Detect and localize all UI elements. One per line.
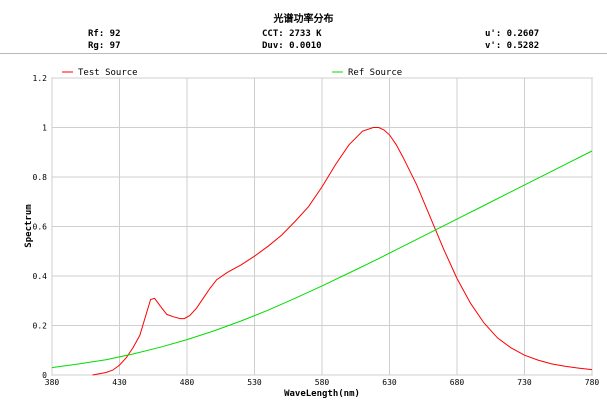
series-line-ref-source [51, 150, 593, 369]
legend-label-ref-source: Ref Source [348, 68, 402, 78]
y-tick-label: 0.6 [33, 223, 48, 232]
v-prime-value: v': 0.5282 [485, 41, 540, 51]
x-tick-label: 630 [382, 378, 397, 387]
y-tick-label: 0.8 [33, 173, 48, 182]
y-tick-label: 0.4 [33, 272, 48, 281]
x-tick-label: 780 [585, 378, 600, 387]
x-tick-label: 380 [45, 378, 60, 387]
x-tick-label: 580 [315, 378, 330, 387]
tick-labels: 380 430 480 530 580 630 680 730 780 0 0.2 0.4 0.6 0.8… [33, 74, 600, 387]
x-tick-label: 530 [247, 378, 262, 387]
y-tick-label: 1 [42, 124, 47, 133]
y-tick-label: 1.2 [33, 74, 48, 83]
y-tick-label: 0.2 [33, 322, 48, 331]
x-tick-label: 480 [180, 378, 195, 387]
series-lines [51, 127, 593, 376]
y-tick-label: 0 [42, 371, 47, 380]
x-tick-label: 680 [450, 378, 465, 387]
x-axis-label: WaveLength(nm) [284, 389, 360, 399]
u-prime-value: u': 0.2607 [485, 29, 540, 39]
x-tick-label: 730 [517, 378, 532, 387]
legend: Test Source Ref Source [62, 68, 402, 78]
chart-title: 光谱功率分布 [273, 14, 334, 25]
series-line-test-source [92, 127, 593, 376]
cct-value: CCT: 2733 K [262, 29, 322, 39]
x-tick-label: 430 [112, 378, 127, 387]
legend-label-test-source: Test Source [78, 68, 138, 78]
y-axis-label: Spectrum [24, 204, 34, 248]
duv-value: Duv: 0.0010 [262, 41, 322, 51]
header-separator [0, 53, 607, 54]
grid-lines [51, 77, 593, 376]
rg-value: Rg: 97 [88, 41, 121, 51]
rf-value: Rf: 92 [88, 29, 121, 39]
